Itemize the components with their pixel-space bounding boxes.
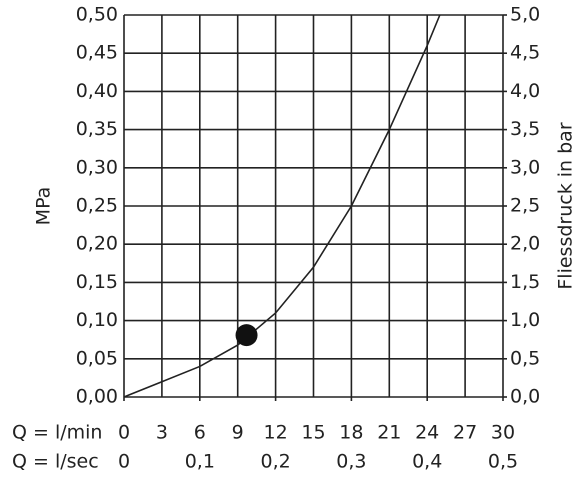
y2-tick-label: 0,5 — [510, 347, 540, 369]
y-tick-label: 0,30 — [76, 156, 118, 178]
y2-tick-label: 3,5 — [510, 118, 540, 140]
x-tick-label: 15 — [301, 422, 325, 444]
line — [123, 14, 441, 398]
x-tick-label: 9 — [232, 422, 244, 444]
y-tick-label: 0,35 — [76, 118, 118, 140]
x2-axis-title: Q = l/sec — [12, 451, 99, 473]
x-tick-label: 6 — [194, 422, 206, 444]
y-tick-label: 0,05 — [76, 347, 118, 369]
y-tick-label: 0,20 — [76, 233, 118, 255]
y-tick-label: 0,40 — [76, 80, 118, 102]
y2-tick-label: 1,0 — [510, 309, 540, 331]
x2-tick-label: 0,4 — [412, 451, 442, 473]
x2-tick-label: 0 — [118, 451, 130, 473]
y-tick-label: 0,00 — [76, 386, 118, 408]
x-tick-label: 3 — [156, 422, 168, 444]
y-tick-label: 0,45 — [76, 42, 118, 64]
y2-tick-label: 1,5 — [510, 271, 540, 293]
y2-tick-label: 4,5 — [510, 42, 540, 64]
x2-tick-label: 0,3 — [336, 451, 366, 473]
highlight-point — [235, 324, 258, 347]
y2-tick-label: 0,0 — [510, 386, 540, 408]
x-tick-label: 0 — [118, 422, 130, 444]
y2-tick-label: 2,5 — [510, 195, 540, 217]
y-tick-label: 0,25 — [76, 195, 118, 217]
y-tick-label: 0,50 — [76, 4, 118, 26]
x2-tick-label: 0,1 — [185, 451, 215, 473]
y-axis-title: MPa — [33, 187, 55, 226]
x-tick-label: 30 — [491, 422, 515, 444]
x-axis-title: Q = l/min — [12, 422, 102, 444]
y2-tick-label: 2,0 — [510, 233, 540, 255]
y2-tick-label: 5,0 — [510, 4, 540, 26]
y2-tick-label: 4,0 — [510, 80, 540, 102]
x-tick-label: 21 — [377, 422, 401, 444]
x2-tick-label: 0,2 — [260, 451, 290, 473]
y2-tick-label: 3,0 — [510, 156, 540, 178]
x-tick-label: 27 — [453, 422, 477, 444]
y-tick-label: 0,15 — [76, 271, 118, 293]
x-tick-label: 24 — [415, 422, 439, 444]
x-tick-label: 18 — [339, 422, 363, 444]
x-tick-label: 12 — [264, 422, 288, 444]
x2-tick-label: 0,5 — [488, 451, 518, 473]
y-tick-label: 0,10 — [76, 309, 118, 331]
y2-axis-title: Fliessdruck in bar — [555, 122, 577, 289]
